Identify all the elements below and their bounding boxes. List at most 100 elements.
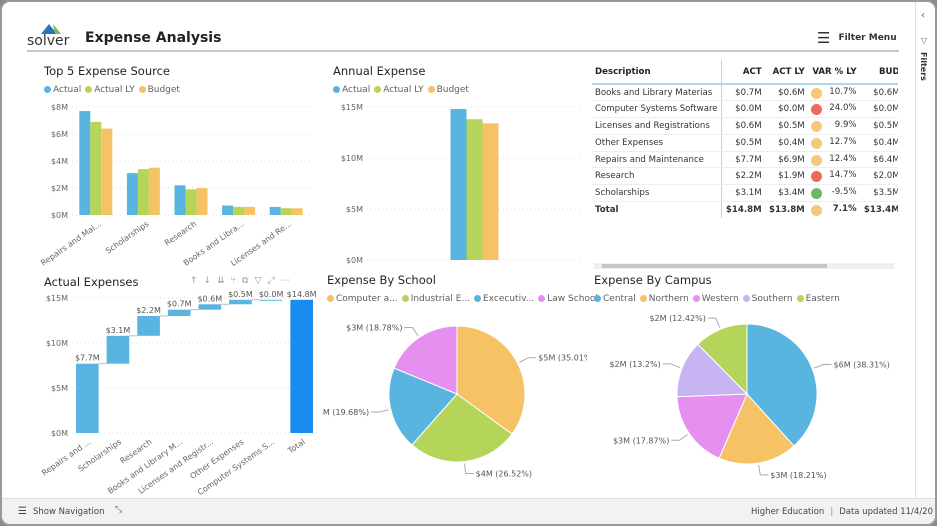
filters-pane[interactable]: ‹ ▽ Filters [915,2,935,500]
legend-item[interactable]: Industrial E... [401,294,470,304]
filter-menu-label: Filter Menu [838,33,897,43]
school-legend: Computer a... Industrial E... Excecutiv...… [327,294,598,304]
table-row[interactable]: Research $2.2M $1.9M 14.7% $2.0M [592,167,898,186]
legend-item[interactable]: Western [692,294,739,304]
legend-item[interactable]: Eastern [796,294,840,304]
legend-item[interactable]: Law School [538,294,598,304]
y-tick-label: $4M [51,157,68,166]
col-description[interactable]: Description [592,60,722,85]
table-row[interactable]: Scholarships $3.1M $3.4M -9.5% $3.5M [592,184,898,203]
legend-item[interactable]: Northern [639,294,689,304]
cell-description: Other Expenses [592,134,722,152]
cell-var-ly: 24.0% [807,100,860,119]
legend-budget[interactable]: Budget [138,85,180,95]
logo-mark-icon [41,24,61,34]
bar-actual [79,111,91,215]
legend-actual[interactable]: Actual [333,85,370,95]
cell-act: $0.7M [720,84,765,102]
show-navigation-label: Show Navigation [32,506,105,517]
legend-dot-icon [692,295,700,302]
legend-item[interactable]: Southern [742,294,793,304]
arrow-down-icon[interactable]: ↓ [203,276,212,286]
bar-actual-ly [233,206,245,215]
waterfall-bar [229,299,252,305]
cell-act-ly: $1.9M [764,167,808,186]
cell-act-ly: $6.9M [764,151,808,169]
col-var-ly[interactable]: VAR % LY [807,60,860,85]
table-row[interactable]: Total $14.8M $13.8M 7.1% $13.4M [592,201,898,219]
table-row[interactable]: Other Expenses $0.5M $0.4M 12.7% $0.4M [592,134,898,152]
status-indicator-icon [810,154,822,166]
waterfall-title: Actual Expenses [44,275,139,289]
cell-var-ly: 12.7% [807,134,860,152]
legend-actual-ly[interactable]: Actual LY [374,85,424,95]
legend-dot-icon [474,295,482,302]
waterfall-bar [106,335,130,364]
filters-label[interactable]: Filters [919,52,928,81]
page-title: Expense Analysis [85,30,222,46]
legend-item[interactable]: Central [594,294,636,304]
x-tick-label: Research [163,219,198,247]
divider: | [830,507,834,517]
legend-actual-ly[interactable]: Actual LY [85,85,135,95]
pie-slice [746,323,818,447]
y-tick-label: $15M [341,103,363,112]
bar-actual-ly [280,208,292,215]
legend-item[interactable]: Excecutiv... [474,294,534,304]
filter-menu-button[interactable]: ☰ Filter Menu [817,29,897,47]
cell-act: $3.1M [720,184,765,203]
table-row[interactable]: Computer Systems Software $0.0M $0.0M 24… [592,100,898,119]
legend-dot-icon [742,295,750,302]
x-tick-label: Scholarships [104,219,151,255]
data-updated: Data updated 11/4/20 [839,507,933,517]
waterfall-bar [198,304,222,310]
table-row[interactable]: Licenses and Registrations $0.6M $0.5M 9… [592,117,898,135]
cell-var-ly: 7.1% [808,202,860,219]
focus-mode-icon[interactable]: ⤢ [267,276,275,286]
cell-act-ly: $0.5M [764,117,808,135]
top5-title: Top 5 Expense Source [44,64,170,78]
arrow-up-icon[interactable]: ↑ [190,276,198,286]
leader-line [814,364,832,369]
cell-var-ly: 12.4% [807,151,860,169]
leader-line [464,463,474,475]
filter-icon[interactable]: ▽ [254,276,262,286]
cell-bud: $0.0M [859,100,898,119]
data-label: $7.7M [75,354,100,363]
table-row[interactable]: Books and Library Materias $0.7M $0.6M 1… [592,84,898,102]
fork-icon[interactable]: ⑂ [230,276,237,286]
collapse-chevron-icon[interactable]: ‹ [921,10,925,21]
double-arrow-down-icon[interactable]: ⇊ [217,276,225,286]
cell-act: $0.5M [720,134,765,152]
cell-bud: $3.5M [859,184,898,203]
legend-budget[interactable]: Budget [427,85,469,95]
cell-description: Books and Library Materias [592,84,722,102]
expand-icon[interactable]: ⤡ [115,505,123,515]
pie-slice [456,325,526,435]
y-tick-label: $2M [51,184,68,193]
col-bud[interactable]: BUD [859,60,898,85]
cell-act: $2.2M [720,167,765,186]
leader-line [707,317,721,328]
waterfall-bar [259,299,283,301]
data-label: $4M (26.52%) [476,470,532,479]
bar-actual [450,109,467,260]
cell-bud: $6.4M [859,151,898,169]
data-label: $2M (12.42%) [649,314,705,323]
table-horizontal-scrollbar[interactable] [594,263,894,269]
cell-bud: $2.0M [859,167,898,186]
col-act[interactable]: ACT [720,60,765,85]
table-row[interactable]: Repairs and Maintenance $7.7M $6.9M 12.4… [592,151,898,169]
show-navigation-button[interactable]: ☰ Show Navigation [18,506,104,517]
col-act-ly[interactable]: ACT LY [764,60,808,85]
copy-icon[interactable]: ⧉ [242,276,249,286]
bar-budget [244,206,256,215]
cell-var-ly: 14.7% [807,167,860,186]
legend-actual[interactable]: Actual [44,85,81,95]
waterfall-bar [167,309,191,316]
legend-item[interactable]: Computer a... [327,294,398,304]
scrollbar-thumb[interactable] [602,264,827,268]
more-icon[interactable]: ⋯ [280,276,290,286]
